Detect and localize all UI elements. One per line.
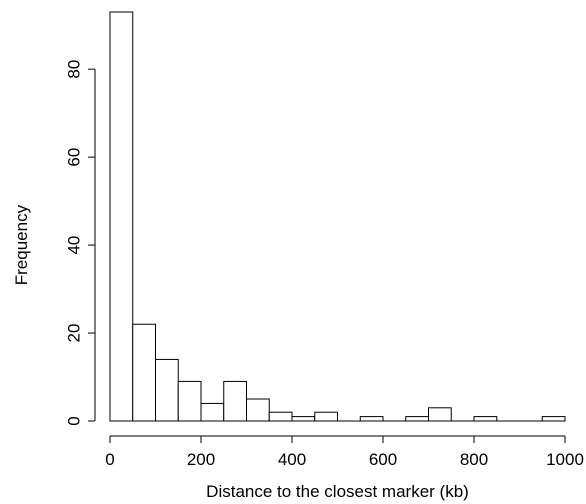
- x-axis-title: Distance to the closest marker (kb): [206, 482, 469, 501]
- histogram-bar: [428, 407, 452, 422]
- x-axis: 0 200 400 600 800 1000: [105, 435, 584, 469]
- histogram-bar: [109, 11, 134, 422]
- histogram-bar: [314, 411, 338, 422]
- x-tick-label: 0: [105, 450, 114, 469]
- histogram-bar: [473, 416, 498, 422]
- y-tick-label: 40: [65, 236, 84, 255]
- y-tick-label: 60: [65, 148, 84, 167]
- histogram-bar: [405, 416, 429, 422]
- x-tick-label: 200: [187, 450, 215, 469]
- y-tick-label: 20: [65, 324, 84, 343]
- x-tick-label: 800: [460, 450, 488, 469]
- x-tick-label: 400: [278, 450, 306, 469]
- histogram-bar: [132, 323, 156, 422]
- histogram-bar: [200, 402, 225, 422]
- histogram-bar: [268, 411, 293, 422]
- histogram-bar: [291, 416, 316, 422]
- bars-group: [109, 11, 566, 422]
- x-tick-label: 600: [369, 450, 397, 469]
- histogram-bar: [223, 380, 247, 422]
- y-axis: 0 20 40 60 80: [65, 60, 96, 426]
- y-tick-label: 0: [65, 416, 84, 425]
- histogram-bar: [155, 358, 179, 422]
- histogram-bar: [177, 380, 202, 422]
- histogram-bar: [359, 416, 384, 422]
- y-axis-title: Frequency: [12, 204, 31, 285]
- histogram-bar: [541, 416, 566, 422]
- histogram-bar: [246, 398, 270, 422]
- y-tick-label: 80: [65, 60, 84, 79]
- x-tick-label: 1000: [546, 450, 584, 469]
